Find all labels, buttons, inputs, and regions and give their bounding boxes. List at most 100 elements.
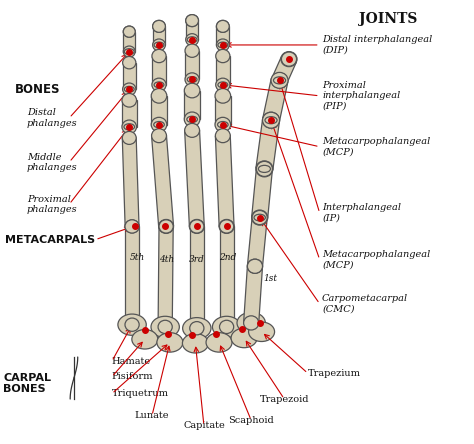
Text: Distal
phalanges: Distal phalanges bbox=[27, 108, 77, 128]
Ellipse shape bbox=[263, 112, 280, 128]
Ellipse shape bbox=[186, 15, 199, 27]
Polygon shape bbox=[216, 56, 230, 85]
Ellipse shape bbox=[153, 20, 165, 32]
Ellipse shape bbox=[182, 317, 211, 339]
Ellipse shape bbox=[217, 39, 229, 51]
Ellipse shape bbox=[256, 161, 273, 177]
Polygon shape bbox=[185, 51, 199, 79]
Ellipse shape bbox=[218, 82, 228, 87]
Text: Carpometacarpal
(CMC): Carpometacarpal (CMC) bbox=[322, 294, 408, 313]
Ellipse shape bbox=[187, 77, 197, 82]
Text: METACARPALS: METACARPALS bbox=[5, 235, 96, 245]
Text: 2nd: 2nd bbox=[219, 253, 236, 262]
Ellipse shape bbox=[125, 220, 139, 233]
Ellipse shape bbox=[190, 321, 204, 335]
Ellipse shape bbox=[216, 49, 230, 63]
Ellipse shape bbox=[151, 316, 179, 337]
Ellipse shape bbox=[157, 333, 183, 352]
Ellipse shape bbox=[185, 73, 199, 86]
Ellipse shape bbox=[185, 123, 200, 137]
Ellipse shape bbox=[215, 88, 231, 103]
Ellipse shape bbox=[258, 165, 271, 172]
Ellipse shape bbox=[184, 83, 200, 98]
Ellipse shape bbox=[123, 83, 136, 95]
Polygon shape bbox=[190, 226, 204, 328]
Text: Capitate: Capitate bbox=[183, 421, 225, 430]
Text: Proximal
interphalangeal
(PIP): Proximal interphalangeal (PIP) bbox=[322, 81, 401, 111]
Ellipse shape bbox=[186, 34, 199, 46]
Polygon shape bbox=[151, 96, 167, 125]
Text: 4th: 4th bbox=[158, 255, 173, 264]
Ellipse shape bbox=[151, 88, 167, 103]
Polygon shape bbox=[125, 226, 139, 325]
Ellipse shape bbox=[216, 78, 230, 91]
Ellipse shape bbox=[206, 333, 232, 352]
Ellipse shape bbox=[122, 120, 137, 134]
Text: Hamate: Hamate bbox=[112, 357, 151, 366]
Ellipse shape bbox=[125, 220, 139, 233]
Polygon shape bbox=[186, 20, 199, 40]
Text: 1st: 1st bbox=[263, 274, 277, 283]
Polygon shape bbox=[215, 135, 234, 227]
Ellipse shape bbox=[272, 73, 288, 88]
Ellipse shape bbox=[218, 42, 228, 48]
Ellipse shape bbox=[182, 333, 209, 353]
Text: 3rd: 3rd bbox=[189, 255, 205, 264]
Ellipse shape bbox=[247, 259, 263, 274]
Text: JOINTS: JOINTS bbox=[359, 12, 418, 26]
Text: 5th: 5th bbox=[130, 253, 146, 262]
Ellipse shape bbox=[244, 316, 259, 330]
Ellipse shape bbox=[153, 20, 165, 32]
Ellipse shape bbox=[125, 318, 139, 331]
Polygon shape bbox=[123, 32, 135, 52]
Ellipse shape bbox=[151, 117, 167, 132]
Text: Metacarpophalangeal
(MCP): Metacarpophalangeal (MCP) bbox=[322, 137, 430, 156]
Text: Pisiform: Pisiform bbox=[112, 373, 153, 381]
Ellipse shape bbox=[185, 44, 199, 57]
Text: BONES: BONES bbox=[15, 83, 60, 96]
Polygon shape bbox=[152, 56, 166, 85]
Text: Lunate: Lunate bbox=[135, 411, 169, 420]
Ellipse shape bbox=[237, 312, 265, 333]
Text: CARPAL
BONES: CARPAL BONES bbox=[3, 373, 51, 394]
Ellipse shape bbox=[152, 129, 166, 143]
Ellipse shape bbox=[219, 320, 234, 333]
Ellipse shape bbox=[122, 94, 137, 107]
Text: Trapezium: Trapezium bbox=[308, 369, 361, 378]
Polygon shape bbox=[184, 91, 200, 119]
Ellipse shape bbox=[158, 320, 172, 333]
Polygon shape bbox=[215, 96, 231, 125]
Polygon shape bbox=[185, 130, 204, 227]
Polygon shape bbox=[122, 138, 139, 226]
Ellipse shape bbox=[123, 46, 135, 57]
Polygon shape bbox=[252, 168, 273, 218]
Ellipse shape bbox=[190, 220, 204, 233]
Ellipse shape bbox=[247, 259, 263, 274]
Ellipse shape bbox=[219, 219, 234, 234]
Text: Triquetrum: Triquetrum bbox=[112, 389, 169, 398]
Ellipse shape bbox=[215, 117, 231, 132]
Ellipse shape bbox=[217, 20, 229, 32]
Ellipse shape bbox=[154, 122, 164, 128]
Ellipse shape bbox=[152, 78, 166, 91]
Ellipse shape bbox=[153, 39, 165, 51]
Ellipse shape bbox=[265, 117, 277, 124]
Ellipse shape bbox=[187, 116, 197, 123]
Text: Trapezoid: Trapezoid bbox=[259, 395, 309, 404]
Polygon shape bbox=[247, 217, 267, 267]
Polygon shape bbox=[122, 100, 137, 127]
Text: Interphalangeal
(IP): Interphalangeal (IP) bbox=[322, 203, 401, 223]
Ellipse shape bbox=[154, 82, 164, 87]
Polygon shape bbox=[152, 135, 173, 227]
Ellipse shape bbox=[118, 314, 146, 335]
Ellipse shape bbox=[159, 219, 173, 234]
Text: Middle
phalanges: Middle phalanges bbox=[27, 153, 77, 172]
Ellipse shape bbox=[231, 328, 257, 348]
Ellipse shape bbox=[122, 131, 136, 144]
Ellipse shape bbox=[219, 220, 234, 233]
Ellipse shape bbox=[123, 56, 136, 69]
Ellipse shape bbox=[263, 112, 280, 128]
Polygon shape bbox=[123, 63, 136, 89]
Ellipse shape bbox=[124, 86, 134, 92]
Ellipse shape bbox=[184, 112, 200, 127]
